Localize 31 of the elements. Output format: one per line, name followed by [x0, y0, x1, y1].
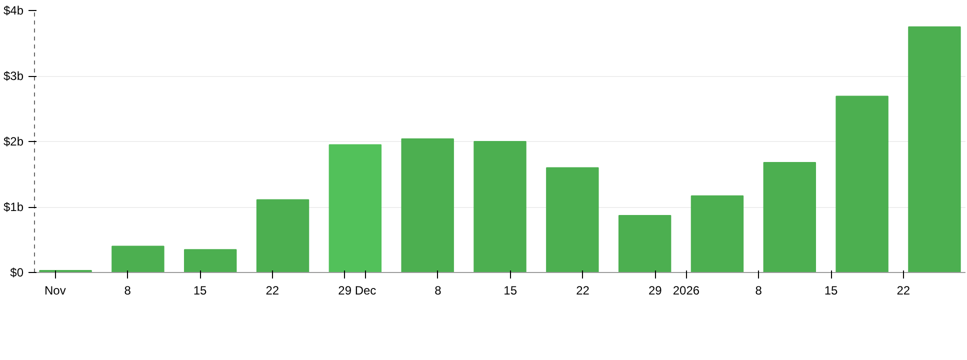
bar: [546, 167, 599, 272]
x-tick-label: 15: [504, 284, 518, 298]
bar: [836, 96, 888, 272]
bar: [184, 249, 237, 272]
y-tick-label: $3b: [3, 69, 24, 83]
x-tick-label: 22: [266, 284, 280, 298]
bar: [618, 215, 672, 272]
x-tick-label: 15: [824, 284, 838, 298]
bar: [763, 162, 816, 272]
x-tick-label: 29: [338, 284, 352, 298]
y-tick-label: $2b: [3, 134, 24, 148]
y-tick-label: $0: [10, 266, 24, 280]
x-tick-label: 2026: [672, 284, 700, 298]
y-tick-label: $4b: [3, 4, 24, 18]
bar: [328, 144, 382, 272]
y-tick-label: $1b: [3, 200, 24, 214]
x-tick-label: 8: [755, 284, 762, 298]
bar: [112, 246, 164, 272]
x-tick-label: 22: [896, 284, 910, 298]
x-tick-label: Nov: [44, 284, 66, 298]
x-tick-label: 8: [434, 284, 442, 298]
bar: [401, 138, 454, 272]
bar: [256, 199, 310, 272]
bar: [908, 26, 961, 272]
bar: [474, 141, 526, 272]
x-tick-label: 15: [193, 284, 208, 298]
x-tick-label: 8: [124, 284, 132, 298]
x-tick-label: 22: [576, 284, 590, 298]
x-tick-label: Dec: [354, 284, 376, 298]
x-tick-label: 29: [648, 284, 662, 298]
bar: [690, 195, 744, 272]
